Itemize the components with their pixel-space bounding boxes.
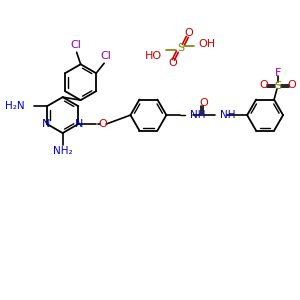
Text: O: O xyxy=(99,119,107,129)
Text: Cl: Cl xyxy=(101,51,112,61)
Text: OH: OH xyxy=(198,39,215,49)
Text: S: S xyxy=(177,43,184,53)
Text: NH: NH xyxy=(190,110,206,120)
Text: N: N xyxy=(42,119,50,129)
Text: NH: NH xyxy=(220,110,236,120)
Text: NH₂: NH₂ xyxy=(53,146,73,156)
Text: O: O xyxy=(199,98,208,108)
Text: O: O xyxy=(260,80,268,90)
Text: H₂N: H₂N xyxy=(4,101,24,111)
Text: S: S xyxy=(274,81,282,91)
Text: O: O xyxy=(288,80,296,90)
Text: F: F xyxy=(275,68,281,78)
Text: HO: HO xyxy=(145,51,162,61)
Text: Cl: Cl xyxy=(70,40,81,50)
Text: O: O xyxy=(168,58,177,68)
Text: O: O xyxy=(184,28,193,38)
Text: N: N xyxy=(75,119,83,129)
